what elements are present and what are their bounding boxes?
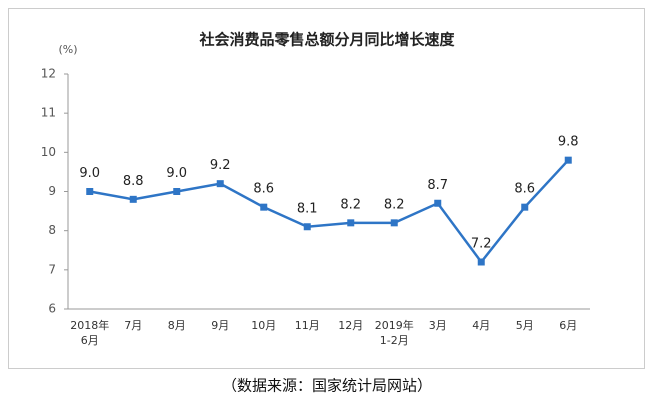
x-tick-line: 11月	[295, 319, 320, 332]
x-tick-line: 4月	[472, 319, 490, 332]
x-tick-label: 12月	[338, 319, 363, 332]
y-tick-label: 12	[41, 67, 56, 81]
data-label: 8.7	[427, 178, 448, 193]
marker	[303, 223, 311, 231]
x-tick-label: 7月	[124, 319, 142, 332]
marker	[347, 219, 355, 227]
x-tick-line: 7月	[124, 319, 142, 332]
x-tick-label: 11月	[295, 319, 320, 332]
data-label: 8.2	[384, 197, 405, 212]
marker	[521, 203, 529, 211]
y-tick-label: 9	[48, 184, 56, 198]
marker	[260, 203, 268, 211]
x-tick-label: 3月	[429, 319, 447, 332]
x-tick-line: 6月	[559, 319, 577, 332]
marker	[86, 188, 94, 195]
x-tick-line: 6月	[81, 334, 99, 347]
marker	[477, 258, 485, 266]
y-tick-label: 10	[41, 145, 56, 159]
x-tick-line: 8月	[168, 319, 186, 332]
y-tick-label: 6	[48, 302, 56, 316]
marker	[129, 195, 137, 203]
x-tick-label: 8月	[168, 319, 186, 332]
y-tick-label: 7	[48, 262, 56, 276]
data-label: 9.2	[210, 158, 231, 173]
data-label: 7.2	[471, 237, 492, 252]
marker	[173, 188, 181, 195]
x-tick-line: 2019年	[375, 318, 414, 332]
data-label: 8.8	[123, 174, 144, 189]
x-tick-line: 12月	[338, 319, 363, 332]
x-tick-line: 9月	[211, 319, 229, 332]
data-label: 8.2	[340, 197, 361, 212]
x-tick-line: 2018年	[70, 318, 109, 332]
data-label: 9.0	[79, 166, 100, 181]
chart-title: 社会消费品零售总额分月同比增长速度	[198, 31, 455, 49]
y-tick-label: 8	[48, 223, 56, 237]
x-tick-line: 1-2月	[380, 334, 409, 347]
data-label: 9.8	[558, 135, 579, 150]
x-tick-label: 9月	[211, 319, 229, 332]
data-label: 8.6	[253, 182, 274, 197]
data-label: 9.0	[166, 166, 187, 181]
x-tick-line: 3月	[429, 319, 447, 332]
x-tick-label: 5月	[516, 319, 534, 332]
x-tick-label: 10月	[251, 319, 276, 332]
x-tick-label: 4月	[472, 319, 490, 332]
marker	[434, 199, 442, 207]
x-tick-line: 10月	[251, 319, 276, 332]
chart-frame	[8, 8, 645, 369]
source-note: （数据来源：国家统计局网站）	[222, 377, 432, 395]
data-label: 8.1	[297, 201, 318, 216]
y-tick-label: 11	[41, 106, 56, 120]
x-tick-line: 5月	[516, 319, 534, 332]
marker	[216, 180, 224, 188]
marker	[564, 156, 572, 164]
marker	[390, 219, 398, 227]
y-unit: (%)	[58, 43, 77, 56]
x-tick-label: 2018年 6月	[70, 318, 109, 347]
series-line	[89, 159, 570, 265]
data-label: 8.6	[514, 182, 535, 197]
x-tick-label: 6月	[559, 319, 577, 332]
x-tick-label: 2019年 1-2月	[375, 318, 414, 347]
